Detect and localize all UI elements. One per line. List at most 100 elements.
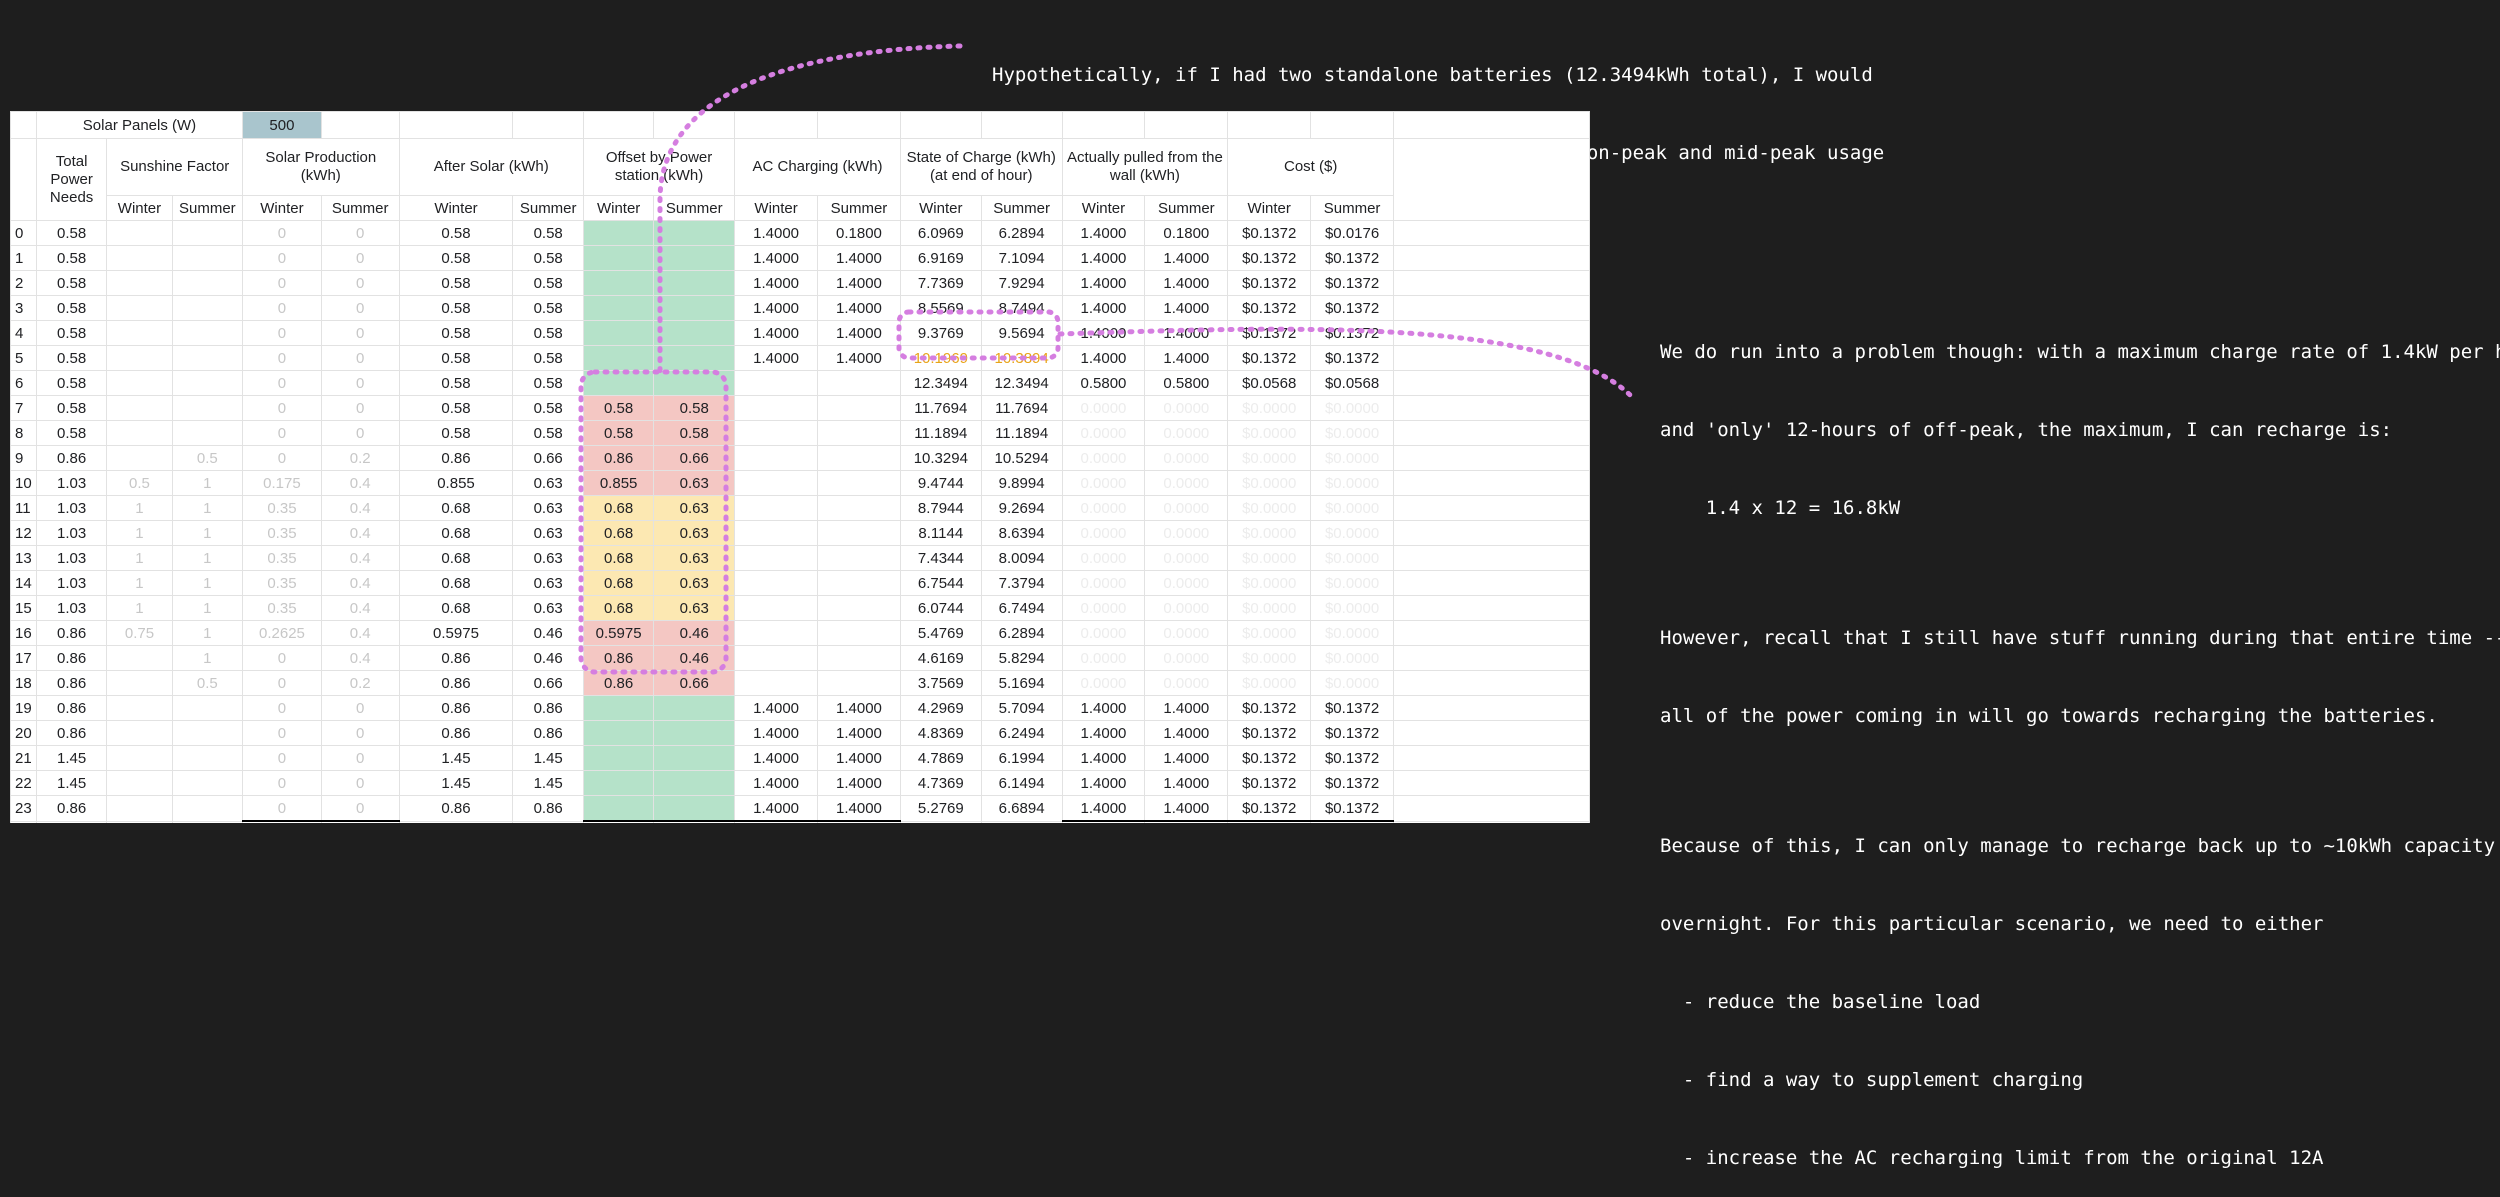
- cell-sunshine-summer[interactable]: 1: [171, 595, 244, 621]
- cell-cost-winter[interactable]: $0.0000: [1227, 595, 1312, 621]
- cell-offset-winter[interactable]: 0.68: [582, 495, 655, 521]
- cell-solar-winter[interactable]: 0.35: [242, 570, 322, 596]
- cell-offset-summer[interactable]: 0.58: [653, 420, 736, 446]
- cell-total-power[interactable]: 0.86: [35, 695, 108, 721]
- cell-solar-winter[interactable]: 0: [242, 345, 322, 371]
- cell-solar-summer[interactable]: 0.4: [320, 545, 400, 571]
- cell-sunshine-summer[interactable]: [171, 745, 244, 771]
- cell-after-solar-summer[interactable]: 0.58: [512, 370, 584, 396]
- cell-cost-winter[interactable]: $0.1372: [1227, 345, 1312, 371]
- cell-total-power[interactable]: 1.45: [35, 770, 108, 796]
- cell-sunshine-summer[interactable]: 0.5: [171, 670, 244, 696]
- cell-soc-summer[interactable]: 6.7494: [980, 595, 1063, 621]
- cell-cost-winter[interactable]: $0.1372: [1227, 695, 1312, 721]
- cell-hour[interactable]: 9: [10, 445, 37, 471]
- cell-after-solar-winter[interactable]: 0.86: [398, 445, 514, 471]
- cell-pulled-winter[interactable]: 1.4000: [1061, 720, 1146, 746]
- cell-cost-winter[interactable]: $0.0000: [1227, 645, 1312, 671]
- cell-cost-summer[interactable]: $0.1372: [1310, 720, 1395, 746]
- cell-solar-winter[interactable]: 0: [242, 220, 322, 246]
- cell-after-solar-summer[interactable]: 0.46: [512, 620, 584, 646]
- cell-offset-summer[interactable]: [653, 270, 736, 296]
- cell-offset-summer[interactable]: [653, 720, 736, 746]
- cell-pulled-winter[interactable]: 0.0000: [1061, 670, 1146, 696]
- cell-cost-summer[interactable]: $0.0568: [1310, 370, 1395, 396]
- cell-pulled-winter[interactable]: 1.4000: [1061, 270, 1146, 296]
- cell-ac-winter[interactable]: 1.4000: [734, 320, 819, 346]
- cell-after-solar-winter[interactable]: 0.58: [398, 320, 514, 346]
- cell-ac-summer[interactable]: 0.1800: [817, 220, 901, 246]
- cell-sunshine-summer[interactable]: 1: [171, 470, 244, 496]
- cell-offset-winter[interactable]: [582, 795, 655, 822]
- cell-solar-summer[interactable]: 0: [320, 695, 400, 721]
- cell-solar-winter[interactable]: 0.35: [242, 495, 322, 521]
- cell-pulled-summer[interactable]: 0.0000: [1144, 545, 1229, 571]
- cell-solar-summer[interactable]: 0: [320, 420, 400, 446]
- cell-hour[interactable]: 12: [10, 520, 37, 546]
- cell-offset-summer[interactable]: 0.63: [653, 520, 736, 546]
- cell-after-solar-winter[interactable]: 0.58: [398, 395, 514, 421]
- cell-pulled-winter[interactable]: 0.0000: [1061, 395, 1146, 421]
- cell-soc-summer[interactable]: 9.8994: [980, 470, 1063, 496]
- cell-total-power[interactable]: 1.03: [35, 520, 108, 546]
- cell-after-solar-winter[interactable]: 0.68: [398, 495, 514, 521]
- cell-soc-summer[interactable]: 12.3494: [980, 370, 1063, 396]
- cell-after-solar-winter[interactable]: 1.45: [398, 770, 514, 796]
- cell-ac-winter[interactable]: [734, 520, 819, 546]
- cell-cost-summer[interactable]: $0.1372: [1310, 345, 1395, 371]
- cell-pulled-summer[interactable]: 0.0000: [1144, 645, 1229, 671]
- cell-solar-winter[interactable]: 0: [242, 320, 322, 346]
- total-pw[interactable]: 2.1875: [242, 820, 322, 823]
- cell-after-solar-summer[interactable]: 0.46: [512, 645, 584, 671]
- cell-offset-summer[interactable]: [653, 795, 736, 822]
- cell-hour[interactable]: 17: [10, 645, 37, 671]
- cell-sunshine-summer[interactable]: [171, 720, 244, 746]
- cell-soc-summer[interactable]: 9.2694: [980, 495, 1063, 521]
- cell-soc-summer[interactable]: 10.5294: [980, 445, 1063, 471]
- cell-ac-summer[interactable]: [817, 420, 901, 446]
- cell-ac-winter[interactable]: 1.4000: [734, 795, 819, 822]
- total-ow[interactable]: 8.5925: [582, 820, 655, 823]
- cell-pulled-winter[interactable]: 0.0000: [1061, 570, 1146, 596]
- cell-ac-winter[interactable]: 1.4000: [734, 770, 819, 796]
- cell-ac-summer[interactable]: 1.4000: [817, 770, 901, 796]
- cell-total-power[interactable]: 0.86: [35, 620, 108, 646]
- cell-sunshine-winter[interactable]: [106, 270, 173, 296]
- cell-soc-winter[interactable]: 9.3769: [899, 320, 982, 346]
- cell-after-solar-summer[interactable]: 0.86: [512, 720, 584, 746]
- cell-sunshine-winter[interactable]: [106, 320, 173, 346]
- cell-pulled-summer[interactable]: 1.4000: [1144, 345, 1229, 371]
- cell-offset-winter[interactable]: 0.68: [582, 570, 655, 596]
- cell-offset-summer[interactable]: [653, 770, 736, 796]
- cell-ac-summer[interactable]: [817, 570, 901, 596]
- cell-offset-winter[interactable]: [582, 295, 655, 321]
- cell-offset-summer[interactable]: [653, 345, 736, 371]
- cell-offset-winter[interactable]: [582, 745, 655, 771]
- cell-sunshine-winter[interactable]: 1: [106, 595, 173, 621]
- cell-pulled-winter[interactable]: 0.5800: [1061, 370, 1146, 396]
- cell-pulled-summer[interactable]: 0.5800: [1144, 370, 1229, 396]
- cell-ac-winter[interactable]: 1.4000: [734, 220, 819, 246]
- cell-cost-winter[interactable]: $0.0000: [1227, 570, 1312, 596]
- cell-offset-summer[interactable]: 0.46: [653, 620, 736, 646]
- cell-offset-winter[interactable]: 0.68: [582, 595, 655, 621]
- cell-pulled-winter[interactable]: 0.0000: [1061, 420, 1146, 446]
- cell-solar-summer[interactable]: 0.4: [320, 620, 400, 646]
- cell-after-solar-winter[interactable]: 0.855: [398, 470, 514, 496]
- cell-soc-winter[interactable]: 11.1894: [899, 420, 982, 446]
- cell-ac-summer[interactable]: [817, 595, 901, 621]
- cell-offset-winter[interactable]: 0.5975: [582, 620, 655, 646]
- cell-pulled-summer[interactable]: 0.0000: [1144, 620, 1229, 646]
- cell-ac-winter[interactable]: [734, 620, 819, 646]
- cell-soc-winter[interactable]: 6.0969: [899, 220, 982, 246]
- cell-sunshine-winter[interactable]: [106, 670, 173, 696]
- cell-pulled-summer[interactable]: 0.0000: [1144, 595, 1229, 621]
- cell-solar-winter[interactable]: 0: [242, 770, 322, 796]
- cell-soc-summer[interactable]: 7.3794: [980, 570, 1063, 596]
- cell-solar-summer[interactable]: 0.4: [320, 570, 400, 596]
- cell-cost-summer[interactable]: $0.0000: [1310, 495, 1395, 521]
- cell-offset-summer[interactable]: 0.66: [653, 670, 736, 696]
- cell-ac-winter[interactable]: 1.4000: [734, 270, 819, 296]
- cell-hour[interactable]: 11: [10, 495, 37, 521]
- cell-cost-winter[interactable]: $0.1372: [1227, 220, 1312, 246]
